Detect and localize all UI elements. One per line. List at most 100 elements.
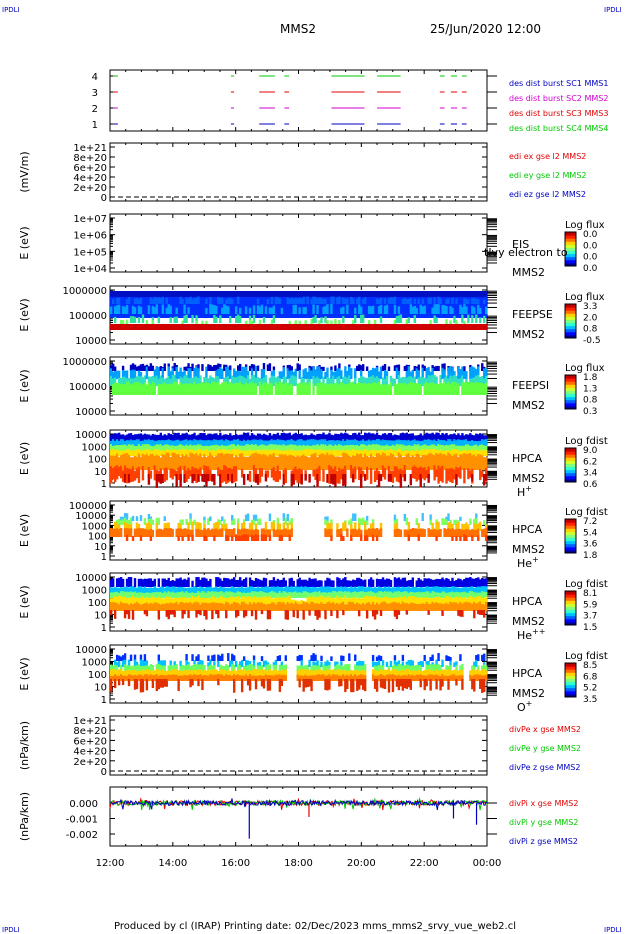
spectrogram-cell — [155, 449, 159, 456]
spectrogram-cell — [163, 665, 166, 671]
spectrogram-cell — [373, 377, 377, 386]
spectrogram-cell — [143, 375, 147, 386]
spectrogram-cell — [290, 528, 293, 537]
spectrogram-cell — [276, 439, 280, 446]
spectrogram-cell — [127, 440, 131, 446]
spectrogram-cell — [248, 679, 252, 691]
spectrogram-cell — [157, 669, 161, 676]
spectrogram-cell — [110, 610, 113, 616]
spectrogram-cell — [302, 435, 305, 441]
spectrogram-cell — [121, 470, 125, 482]
spectrogram-cell — [395, 439, 399, 446]
spectrogram-cell — [183, 315, 186, 323]
colorbar-tick: 6.2 — [583, 457, 597, 467]
spectrogram-cell — [334, 319, 337, 324]
spectrogram-cell — [433, 465, 436, 481]
spectrogram-cell — [397, 364, 401, 371]
spectrogram-cell — [159, 660, 162, 667]
spectrogram-cell — [288, 320, 291, 324]
spectrogram-cell — [306, 435, 309, 441]
spectrogram-cell — [300, 445, 303, 451]
spectrogram-cell — [161, 603, 164, 611]
spectrogram-cell — [215, 450, 218, 456]
spectrogram-cell — [213, 669, 216, 676]
spectrogram-cell — [312, 383, 315, 395]
spectrogram-cell — [110, 679, 113, 692]
spectrogram-cell — [119, 445, 123, 451]
spectrogram-cell — [348, 455, 351, 470]
spectrogram-cell — [236, 518, 240, 525]
spectrogram-cell — [445, 433, 448, 441]
spectrogram-cell — [242, 376, 246, 386]
spectrogram-cell — [149, 450, 153, 456]
spectrogram-cell — [252, 439, 256, 446]
spectrogram-cell — [272, 305, 276, 314]
spectrogram-cell — [453, 597, 456, 604]
spectrogram-cell — [409, 298, 412, 304]
spectrogram-cell — [411, 602, 414, 611]
spectrogram-cell — [111, 378, 115, 386]
spectrogram-cell — [445, 383, 448, 395]
spectrogram-cell — [205, 440, 208, 446]
spectrogram-cell — [361, 435, 365, 441]
header-datetime: 25/Jun/2020 12:00 — [430, 22, 541, 36]
spectrogram-cell — [256, 596, 260, 604]
spectrogram-cell — [240, 376, 244, 386]
spectrogram-cell — [149, 297, 153, 304]
spectrogram-cell — [437, 465, 440, 484]
spectrogram-cell — [433, 591, 436, 598]
spectrogram-cell — [233, 664, 236, 671]
spectrogram-cell — [481, 604, 484, 611]
spectrogram-cell — [375, 535, 379, 541]
spectrogram-cell — [246, 432, 250, 441]
spectrogram-cell — [346, 433, 349, 441]
spectrogram-cell — [115, 439, 119, 446]
spectrogram-cell — [141, 603, 145, 611]
spectrogram-cell — [231, 440, 234, 446]
spectrogram-cell — [310, 319, 313, 324]
spectrogram-cell — [278, 523, 282, 531]
spectrogram-cell — [187, 675, 190, 681]
spectrogram-cell — [453, 375, 456, 386]
spectrogram-cell — [151, 365, 155, 371]
spectrogram-cell — [296, 455, 299, 470]
spectrogram-cell — [318, 449, 321, 456]
spectrogram-cell — [455, 591, 458, 598]
spectrogram-cell — [223, 604, 226, 611]
spectrogram-cell — [111, 598, 115, 604]
spectrogram-cell — [151, 664, 155, 671]
spectrogram-cell — [147, 669, 151, 676]
spectrogram-cell — [159, 591, 162, 598]
spectrogram-cell — [324, 586, 327, 593]
spectrogram-cell — [360, 306, 363, 314]
spectrogram-cell — [252, 535, 256, 541]
spectrogram-cell — [310, 433, 313, 441]
spectrogram-cell — [246, 383, 250, 395]
spectrogram-cell — [373, 368, 377, 379]
spectrogram-cell — [139, 578, 143, 587]
spectrogram-cell — [236, 376, 240, 386]
spectrogram-cell — [205, 449, 208, 456]
spectrogram-cell — [117, 524, 121, 531]
spectrogram-cell — [183, 366, 186, 371]
spectrogram-cell — [215, 316, 218, 323]
spectrogram-cell — [463, 435, 466, 441]
spectrogram-cell — [274, 456, 278, 470]
spectrogram-cell — [441, 586, 444, 593]
spectrogram-cell — [163, 444, 166, 451]
spectrogram-cell — [318, 587, 321, 593]
spectrogram-cell — [201, 577, 204, 587]
spectrogram-cell — [290, 577, 293, 587]
spectrogram-cell — [326, 520, 329, 525]
spectrogram-cell — [373, 610, 377, 620]
spectrogram-cell — [316, 440, 319, 446]
spectrogram-cell — [185, 665, 188, 671]
spectrogram-cell — [336, 450, 339, 456]
spectrogram-band — [110, 324, 487, 330]
spectrogram-cell — [135, 366, 139, 371]
spectrogram-cell — [203, 598, 206, 604]
spectrogram-cell — [310, 439, 313, 446]
spectrogram-cell — [149, 445, 153, 451]
spectrogram-cell — [387, 298, 391, 304]
spectrogram-cell — [352, 528, 355, 537]
